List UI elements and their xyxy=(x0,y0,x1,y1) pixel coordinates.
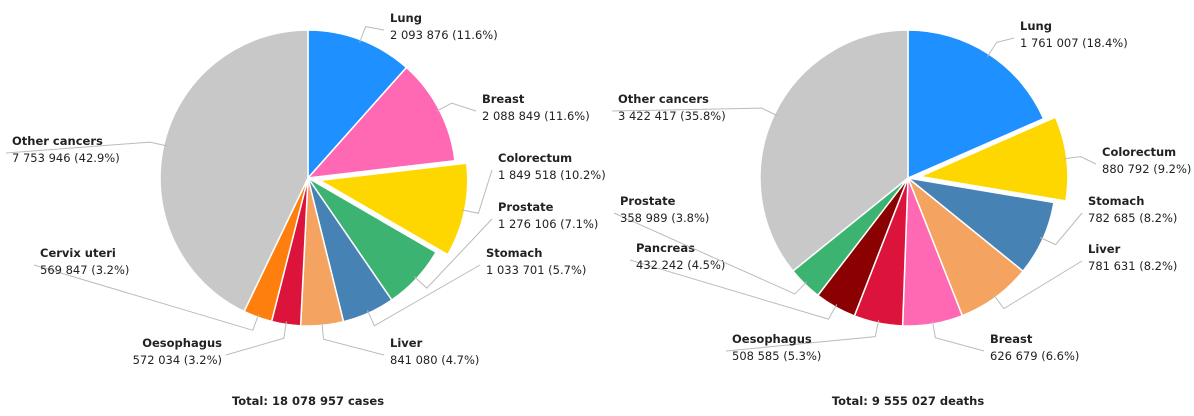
leader-line xyxy=(321,322,385,356)
slice-name: Liver xyxy=(1088,242,1121,256)
total-label: Total: 9 555 027 deaths xyxy=(832,394,985,408)
slice-label: 569 847 (3.2%) xyxy=(40,263,129,277)
slice-name: Stomach xyxy=(1088,194,1144,208)
leader-line xyxy=(225,321,287,356)
slice-label: 781 631 (8.2%) xyxy=(1088,259,1177,273)
slice-name: Other cancers xyxy=(12,134,103,148)
total-label: Total: 18 078 957 cases xyxy=(232,394,384,408)
leader-line xyxy=(436,102,477,112)
leader-line xyxy=(461,169,493,214)
slice-label: 1 276 106 (7.1%) xyxy=(498,217,598,231)
slice-label: 432 242 (4.5%) xyxy=(636,258,725,272)
leader-line xyxy=(33,264,260,331)
leader-line xyxy=(611,107,778,116)
slice-name: Breast xyxy=(482,92,525,106)
slice-label: 3 422 417 (35.8%) xyxy=(618,109,726,123)
leader-line xyxy=(986,37,1015,57)
leader-line xyxy=(1040,212,1083,246)
leader-line xyxy=(366,264,481,327)
slice-name: Liver xyxy=(390,336,423,350)
leader-line xyxy=(1063,156,1097,165)
slice-label: 782 685 (8.2%) xyxy=(1088,211,1177,225)
leader-line xyxy=(5,141,167,154)
leader-line xyxy=(993,260,1083,310)
leader-line xyxy=(414,218,493,289)
slice-name: Breast xyxy=(990,332,1033,346)
slice-name: Lung xyxy=(390,11,422,25)
slice-name: Prostate xyxy=(620,194,676,208)
slice-name: Stomach xyxy=(486,246,542,260)
slice-label: 841 080 (4.7%) xyxy=(390,353,479,367)
slice-name: Oesophagus xyxy=(732,332,812,346)
slice-name: Other cancers xyxy=(618,92,709,106)
slice-label: 1 761 007 (18.4%) xyxy=(1020,36,1128,50)
leader-line xyxy=(629,259,838,320)
slice-label: 2 088 849 (11.6%) xyxy=(482,109,590,123)
slice-label: 1 849 518 (10.2%) xyxy=(498,168,606,182)
leader-line xyxy=(613,212,808,295)
slice-label: 508 585 (5.3%) xyxy=(732,349,821,363)
leader-line xyxy=(932,320,985,352)
slice-name: Colorectum xyxy=(1102,145,1176,159)
slice-label: 2 093 876 (11.6%) xyxy=(390,28,498,42)
slice-label: 572 034 (3.2%) xyxy=(133,353,222,367)
slice-name: Prostate xyxy=(498,200,554,214)
slice-label: 7 753 946 (42.9%) xyxy=(12,151,120,165)
leader-line xyxy=(359,26,385,43)
slice-name: Lung xyxy=(1020,19,1052,33)
slice-name: Colorectum xyxy=(498,151,572,165)
slice-name: Oesophagus xyxy=(142,336,222,350)
slice-name: Cervix uteri xyxy=(40,246,116,260)
leader-line xyxy=(725,319,880,352)
slice-label: 1 033 701 (5.7%) xyxy=(486,263,586,277)
slice-label: 358 989 (3.8%) xyxy=(620,211,709,225)
slice-label: 626 679 (6.6%) xyxy=(990,349,1079,363)
slice-label: 880 792 (9.2%) xyxy=(1102,162,1191,176)
slice-name: Pancreas xyxy=(636,241,695,255)
